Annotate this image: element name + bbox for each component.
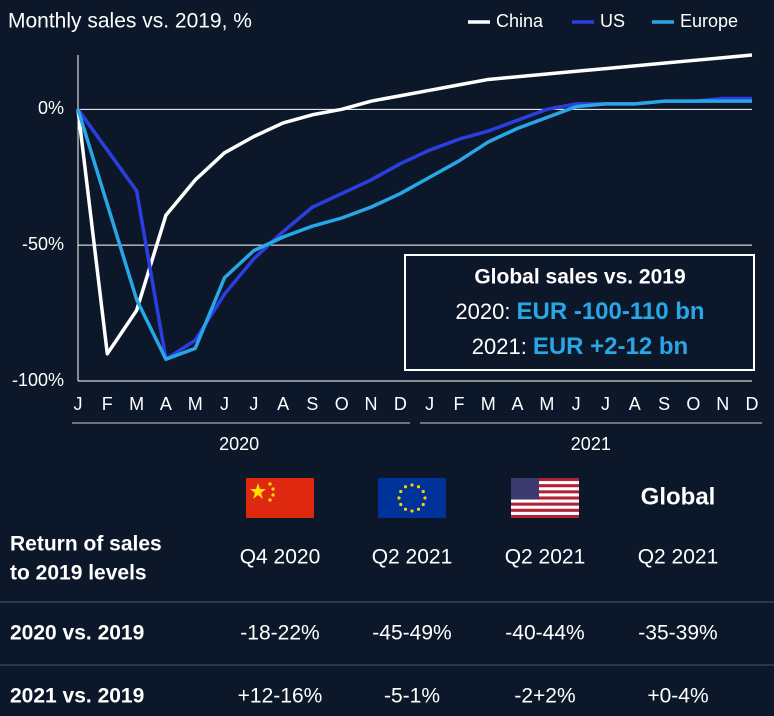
flag-stripe <box>511 502 579 506</box>
flag-star <box>410 509 414 513</box>
legend-label: China <box>496 11 544 31</box>
chart-title: Monthly sales vs. 2019, % <box>8 10 252 33</box>
table-cell: -5-1% <box>384 685 440 708</box>
y-tick-label: -100% <box>12 370 64 390</box>
x-tick-label: S <box>658 394 670 414</box>
x-tick-label: A <box>629 394 641 414</box>
table-cell: -35-39% <box>638 622 717 645</box>
x-tick-label: M <box>481 394 496 414</box>
x-tick-label: A <box>160 394 172 414</box>
year-label: 2020 <box>219 434 259 454</box>
x-tick-label: J <box>249 394 258 414</box>
column-label: Q2 2021 <box>505 546 586 569</box>
annotation-value: EUR -100-110 bn <box>516 298 704 325</box>
legend-label: US <box>600 11 625 31</box>
y-tick-label: -50% <box>22 234 64 254</box>
x-tick-label: N <box>365 394 378 414</box>
annotation-label: 2020: <box>455 299 510 324</box>
x-tick-label: M <box>188 394 203 414</box>
table-cell: +12-16% <box>238 685 323 708</box>
annotation-title: Global sales vs. 2019 <box>474 266 685 289</box>
row-label: 2020 vs. 2019 <box>10 622 144 645</box>
table-cell: -18-22% <box>240 622 319 645</box>
x-tick-label: J <box>425 394 434 414</box>
x-tick-label: O <box>686 394 700 414</box>
x-tick-label: J <box>74 394 83 414</box>
flag-stripe <box>511 508 579 512</box>
annotation-label: 2021: <box>472 334 527 359</box>
column-label: Q2 2021 <box>372 546 453 569</box>
table-cell: +0-4% <box>647 685 708 708</box>
y-tick-label: 0% <box>38 98 64 118</box>
flag-star <box>397 496 401 500</box>
x-tick-label: F <box>453 394 464 414</box>
x-tick-label: J <box>572 394 581 414</box>
legend-label: Europe <box>680 11 738 31</box>
table-cell: -40-44% <box>505 622 584 645</box>
flag-star <box>403 507 408 511</box>
annotation-value: EUR +2-12 bn <box>533 333 688 360</box>
column-label: Q2 2021 <box>638 546 719 569</box>
annotation-line: 2021: EUR +2-12 bn <box>472 333 688 360</box>
flag-star <box>421 489 425 494</box>
flag-eu <box>378 478 446 518</box>
x-tick-label: O <box>335 394 349 414</box>
flag-star <box>421 502 425 507</box>
x-tick-label: A <box>277 394 289 414</box>
flag-stripe <box>511 484 579 488</box>
flag-star <box>423 496 427 500</box>
flag-star <box>410 483 414 487</box>
x-tick-label: F <box>102 394 113 414</box>
x-tick-label: D <box>746 394 759 414</box>
table-cell: -45-49% <box>372 622 451 645</box>
flag-canton <box>511 478 539 500</box>
flag-stripe <box>511 514 579 518</box>
annotation-box <box>404 254 755 371</box>
flag-stripe <box>511 478 579 482</box>
x-tick-label: M <box>539 394 554 414</box>
table-header-label: Return of sales <box>10 533 162 556</box>
flag-star <box>416 485 421 489</box>
global-label: Global <box>641 483 716 510</box>
flag-star <box>399 489 403 494</box>
flag-stripe <box>511 496 579 500</box>
column-label: Q4 2020 <box>240 546 321 569</box>
x-tick-label: M <box>129 394 144 414</box>
year-label: 2021 <box>571 434 611 454</box>
x-tick-label: A <box>512 394 524 414</box>
x-tick-label: J <box>220 394 229 414</box>
x-tick-label: D <box>394 394 407 414</box>
x-tick-label: J <box>601 394 610 414</box>
series-line <box>76 53 753 356</box>
flag-us <box>511 478 579 518</box>
table-cell: -2+2% <box>514 685 575 708</box>
flag-star <box>416 507 421 511</box>
series-line <box>76 99 752 362</box>
flag-star <box>399 502 403 507</box>
flag-china <box>246 478 314 518</box>
table-header-label: to 2019 levels <box>10 562 147 585</box>
annotation-line: 2020: EUR -100-110 bn <box>455 298 704 325</box>
flag-stripe <box>511 490 579 494</box>
x-tick-label: S <box>306 394 318 414</box>
row-label: 2021 vs. 2019 <box>10 685 144 708</box>
x-tick-label: N <box>716 394 729 414</box>
flag-star <box>403 485 408 489</box>
